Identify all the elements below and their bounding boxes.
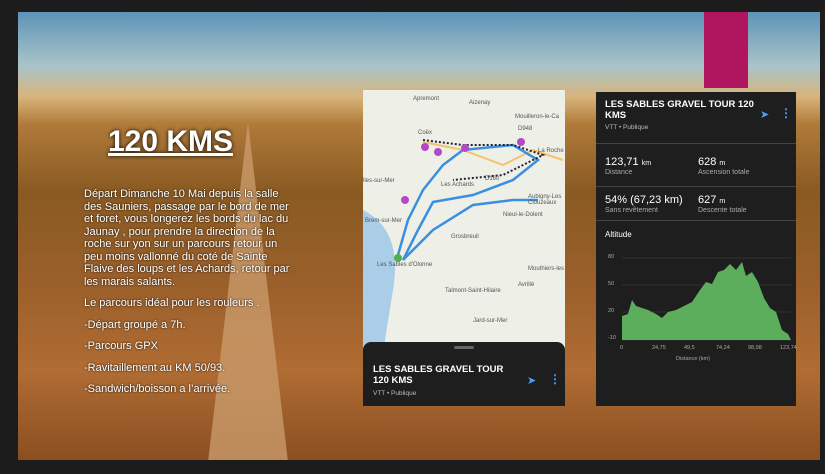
chart-title: Altitude <box>605 230 632 239</box>
stat-label: Distance <box>605 169 633 176</box>
route <box>363 138 564 352</box>
map-label: Avrillé <box>518 282 535 288</box>
map-label: Grosbreuil <box>451 234 479 240</box>
paragraph: Départ Dimanche 10 Mai depuis la salle d… <box>84 188 290 288</box>
y-tick-label: -10 <box>608 335 616 341</box>
slide-body: Départ Dimanche 10 Mai depuis la salle d… <box>84 188 290 405</box>
x-tick-label: 24,75 <box>652 345 666 351</box>
nav-icon[interactable]: ➤ <box>527 375 537 387</box>
y-tick-label: 20 <box>608 308 615 314</box>
map-label: Nieul-le-Dolent <box>503 212 543 218</box>
stat-label: Ascension totale <box>698 169 750 176</box>
menu-button[interactable]: ⋮ <box>780 106 792 120</box>
road-image <box>208 122 288 460</box>
map-label: Aubigny-Les Clouzeaux <box>528 194 562 206</box>
map-label: Mouilleron-le-Ca <box>515 114 560 120</box>
stat-value: 54% (67,23 km) <box>605 194 683 206</box>
map-label: Apremont <box>413 96 440 102</box>
divider <box>596 220 796 221</box>
x-tick-label: 49,5 <box>684 345 695 351</box>
stat: 627 m Descente totale <box>698 194 747 214</box>
map-label: D160 <box>485 176 500 182</box>
slide-title: 120 KMS <box>108 125 234 158</box>
stats-panel: LES SABLES GRAVEL TOUR 120 KMS VTT • Pub… <box>596 92 797 406</box>
stat-unit: km <box>641 160 652 167</box>
stat-unit: m <box>719 198 726 205</box>
map-label: Brem-sur-Mer <box>365 218 402 224</box>
map-label: D948 <box>518 126 533 132</box>
stat-label: Descente totale <box>698 207 747 214</box>
stat-value: 627 <box>698 194 717 206</box>
map-label: La Roche <box>538 148 564 154</box>
elevation-chart <box>622 257 791 341</box>
card-subtitle: VTT • Publique <box>373 390 417 397</box>
stat-unit: m <box>719 160 726 167</box>
stat-label: Sans revêtement <box>605 207 658 214</box>
map-label: Talmont-Saint-Hilaire <box>445 288 501 294</box>
x-tick-label: 123,74 <box>780 345 797 351</box>
map-label: Les Sables d'Olonne <box>377 262 433 268</box>
stat-value: 628 <box>698 156 717 168</box>
divider <box>596 186 796 187</box>
map-label: Mouthiers-les <box>528 266 565 272</box>
route-card[interactable]: LES SABLES GRAVEL TOUR 120 KMS VTT • Pub… <box>363 342 565 406</box>
paragraph: -Ravitaillement au KM 50/93. <box>84 361 226 374</box>
divider <box>596 143 796 144</box>
menu-button[interactable]: ⋮ <box>549 372 561 386</box>
y-tick-label: 80 <box>608 254 615 260</box>
elevation-area <box>622 262 791 340</box>
y-tick-label: 50 <box>608 281 615 287</box>
x-tick-label: 98,98 <box>748 345 762 351</box>
map-label: lles-sur-Mer <box>363 178 395 184</box>
stat: 628 m Ascension totale <box>698 156 749 176</box>
map-label: Aizenay <box>469 100 491 106</box>
panel-title: LES SABLES GRAVEL TOUR 120 KMS <box>605 99 754 121</box>
stat: 54% (67,23 km) Sans revêtement <box>605 194 683 214</box>
x-axis-label: Distance (km) <box>676 356 710 362</box>
map-label: Les Achards <box>441 182 475 188</box>
paragraph: -Sandwich/boisson a l’arrivée. <box>84 383 231 395</box>
stat: 123,71 km Distance <box>605 156 651 176</box>
map-label: Jard-sur-Mer <box>473 318 508 324</box>
paragraph: -Parcours GPX <box>84 340 158 352</box>
paragraph: -Départ groupé a 7h. <box>84 318 186 331</box>
panel-subtitle: VTT • Publique <box>605 124 649 131</box>
nav-icon[interactable]: ➤ <box>760 109 770 121</box>
accent-block <box>704 12 748 88</box>
handle <box>454 346 474 349</box>
map: Apremont Aizenay Mouilleron-le-Ca Coëx D… <box>363 90 565 352</box>
x-tick-label: 74,24 <box>716 345 730 351</box>
x-tick-label: 0 <box>620 345 624 351</box>
card-title: LES SABLES GRAVEL TOUR 120 KMS <box>373 364 504 386</box>
paragraph: Le parcours idéal pour les rouleurs . <box>84 297 260 309</box>
map-label: Coëx <box>418 130 433 136</box>
stat-value: 123,71 <box>605 156 639 168</box>
